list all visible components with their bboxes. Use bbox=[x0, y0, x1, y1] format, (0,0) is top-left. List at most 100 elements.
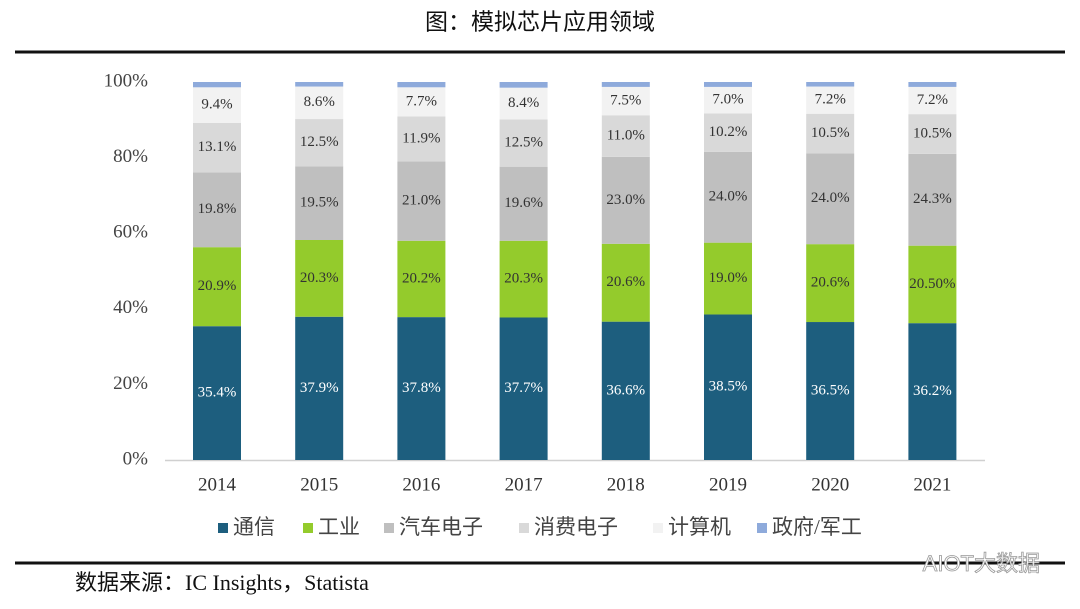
bar-segment bbox=[704, 113, 752, 152]
data-label: 10.5% bbox=[913, 125, 952, 141]
data-label: 7.2% bbox=[815, 92, 846, 108]
bar-segment bbox=[193, 82, 241, 88]
bar-segment bbox=[806, 244, 855, 323]
data-label: 38.5% bbox=[709, 379, 748, 395]
legend-label: 汽车电子 bbox=[399, 515, 483, 539]
data-label: 13.1% bbox=[198, 139, 237, 155]
y-tick-label: 60% bbox=[113, 222, 148, 243]
bar-segment bbox=[499, 240, 548, 318]
data-label: 8.4% bbox=[508, 95, 539, 111]
bar-segment bbox=[499, 82, 548, 88]
x-tick-label: 2019 bbox=[709, 474, 747, 495]
y-tick-label: 20% bbox=[113, 373, 148, 394]
data-label: 20.50% bbox=[909, 276, 955, 292]
data-label: 35.4% bbox=[198, 385, 237, 401]
data-label: 19.5% bbox=[300, 195, 339, 211]
x-tick-label: 2014 bbox=[198, 474, 237, 495]
legend-label: 通信 bbox=[233, 515, 275, 539]
bar-segment bbox=[601, 321, 650, 460]
bar-segment bbox=[601, 115, 650, 157]
data-label: 12.5% bbox=[504, 134, 543, 150]
bar-segment bbox=[193, 122, 241, 173]
bar-segment bbox=[295, 240, 344, 317]
legend-label: 工业 bbox=[318, 515, 360, 539]
bar-segment bbox=[499, 317, 548, 460]
bar-segment bbox=[908, 153, 957, 246]
data-label: 37.9% bbox=[300, 380, 339, 396]
data-label: 23.0% bbox=[606, 192, 645, 208]
bar-segment bbox=[908, 245, 957, 324]
bar-segment bbox=[295, 86, 344, 120]
data-label: 20.2% bbox=[402, 270, 441, 286]
bar-segment bbox=[704, 314, 752, 460]
legend-swatch bbox=[757, 523, 767, 533]
data-label: 7.0% bbox=[712, 92, 743, 108]
data-label: 9.4% bbox=[201, 96, 232, 112]
legend-swatch bbox=[218, 523, 228, 533]
bar-segment bbox=[295, 316, 344, 460]
bar-segment bbox=[193, 87, 241, 123]
data-label: 20.3% bbox=[300, 270, 339, 286]
bar-segment bbox=[193, 172, 241, 248]
legend-swatch bbox=[653, 523, 663, 533]
data-label: 20.6% bbox=[811, 275, 850, 291]
bar-segment bbox=[908, 323, 957, 460]
bar-segment bbox=[704, 82, 752, 87]
bar-segment bbox=[193, 326, 241, 460]
data-label: 20.9% bbox=[198, 278, 237, 294]
legend-label: 消费电子 bbox=[534, 515, 618, 539]
data-label: 37.7% bbox=[504, 380, 543, 396]
x-tick-label: 2020 bbox=[811, 474, 849, 495]
bar-segment bbox=[397, 161, 446, 241]
data-label: 36.6% bbox=[606, 382, 645, 398]
source-note: 数据来源：IC Insights，Statista bbox=[75, 570, 369, 595]
data-label: 21.0% bbox=[402, 193, 441, 209]
data-label: 10.2% bbox=[709, 124, 748, 140]
bar-segment bbox=[193, 247, 241, 327]
bar-segment bbox=[499, 87, 548, 120]
bar-segment bbox=[908, 82, 957, 87]
bar-segment bbox=[601, 86, 650, 116]
x-tick-label: 2017 bbox=[505, 474, 543, 495]
bar-segment bbox=[908, 86, 957, 115]
legend-label: 计算机 bbox=[668, 515, 731, 539]
data-label: 10.5% bbox=[811, 125, 850, 141]
data-label: 24.0% bbox=[811, 190, 850, 206]
chart-title: 图：模拟芯片应用领域 bbox=[425, 9, 655, 34]
bar-segment bbox=[397, 82, 446, 88]
bar-segment bbox=[806, 113, 855, 154]
bar-segment bbox=[601, 243, 650, 322]
data-label: 20.6% bbox=[606, 274, 645, 290]
data-label: 19.0% bbox=[709, 270, 748, 286]
bar-segment bbox=[601, 82, 650, 87]
watermark: AIOT大数据 bbox=[923, 551, 1040, 576]
bar-segment bbox=[806, 86, 855, 114]
data-label: 20.3% bbox=[504, 271, 543, 287]
bar-segment bbox=[601, 156, 650, 244]
y-tick-label: 40% bbox=[113, 297, 148, 318]
bar-segment bbox=[806, 153, 855, 245]
x-tick-label: 2015 bbox=[300, 474, 338, 495]
data-label: 7.7% bbox=[406, 93, 437, 109]
data-label: 7.5% bbox=[610, 93, 641, 109]
legend-swatch bbox=[519, 523, 529, 533]
bar-segment bbox=[704, 86, 752, 114]
bar-segment bbox=[397, 317, 446, 460]
bar-segment bbox=[499, 119, 548, 167]
data-label: 12.5% bbox=[300, 134, 339, 150]
x-tick-label: 2018 bbox=[607, 474, 645, 495]
data-label: 24.3% bbox=[913, 191, 952, 207]
data-label: 37.8% bbox=[402, 380, 441, 396]
bar-segment bbox=[704, 151, 752, 243]
data-label: 36.2% bbox=[913, 383, 952, 399]
bar-segment bbox=[704, 242, 752, 315]
data-label: 11.9% bbox=[402, 130, 440, 146]
data-label: 19.8% bbox=[198, 201, 237, 217]
data-label: 19.6% bbox=[504, 195, 543, 211]
data-label: 24.0% bbox=[709, 189, 748, 205]
data-label: 7.2% bbox=[917, 92, 948, 108]
legend-label: 政府/军工 bbox=[772, 515, 862, 539]
data-label: 11.0% bbox=[607, 127, 645, 143]
bar-segment bbox=[295, 166, 344, 241]
